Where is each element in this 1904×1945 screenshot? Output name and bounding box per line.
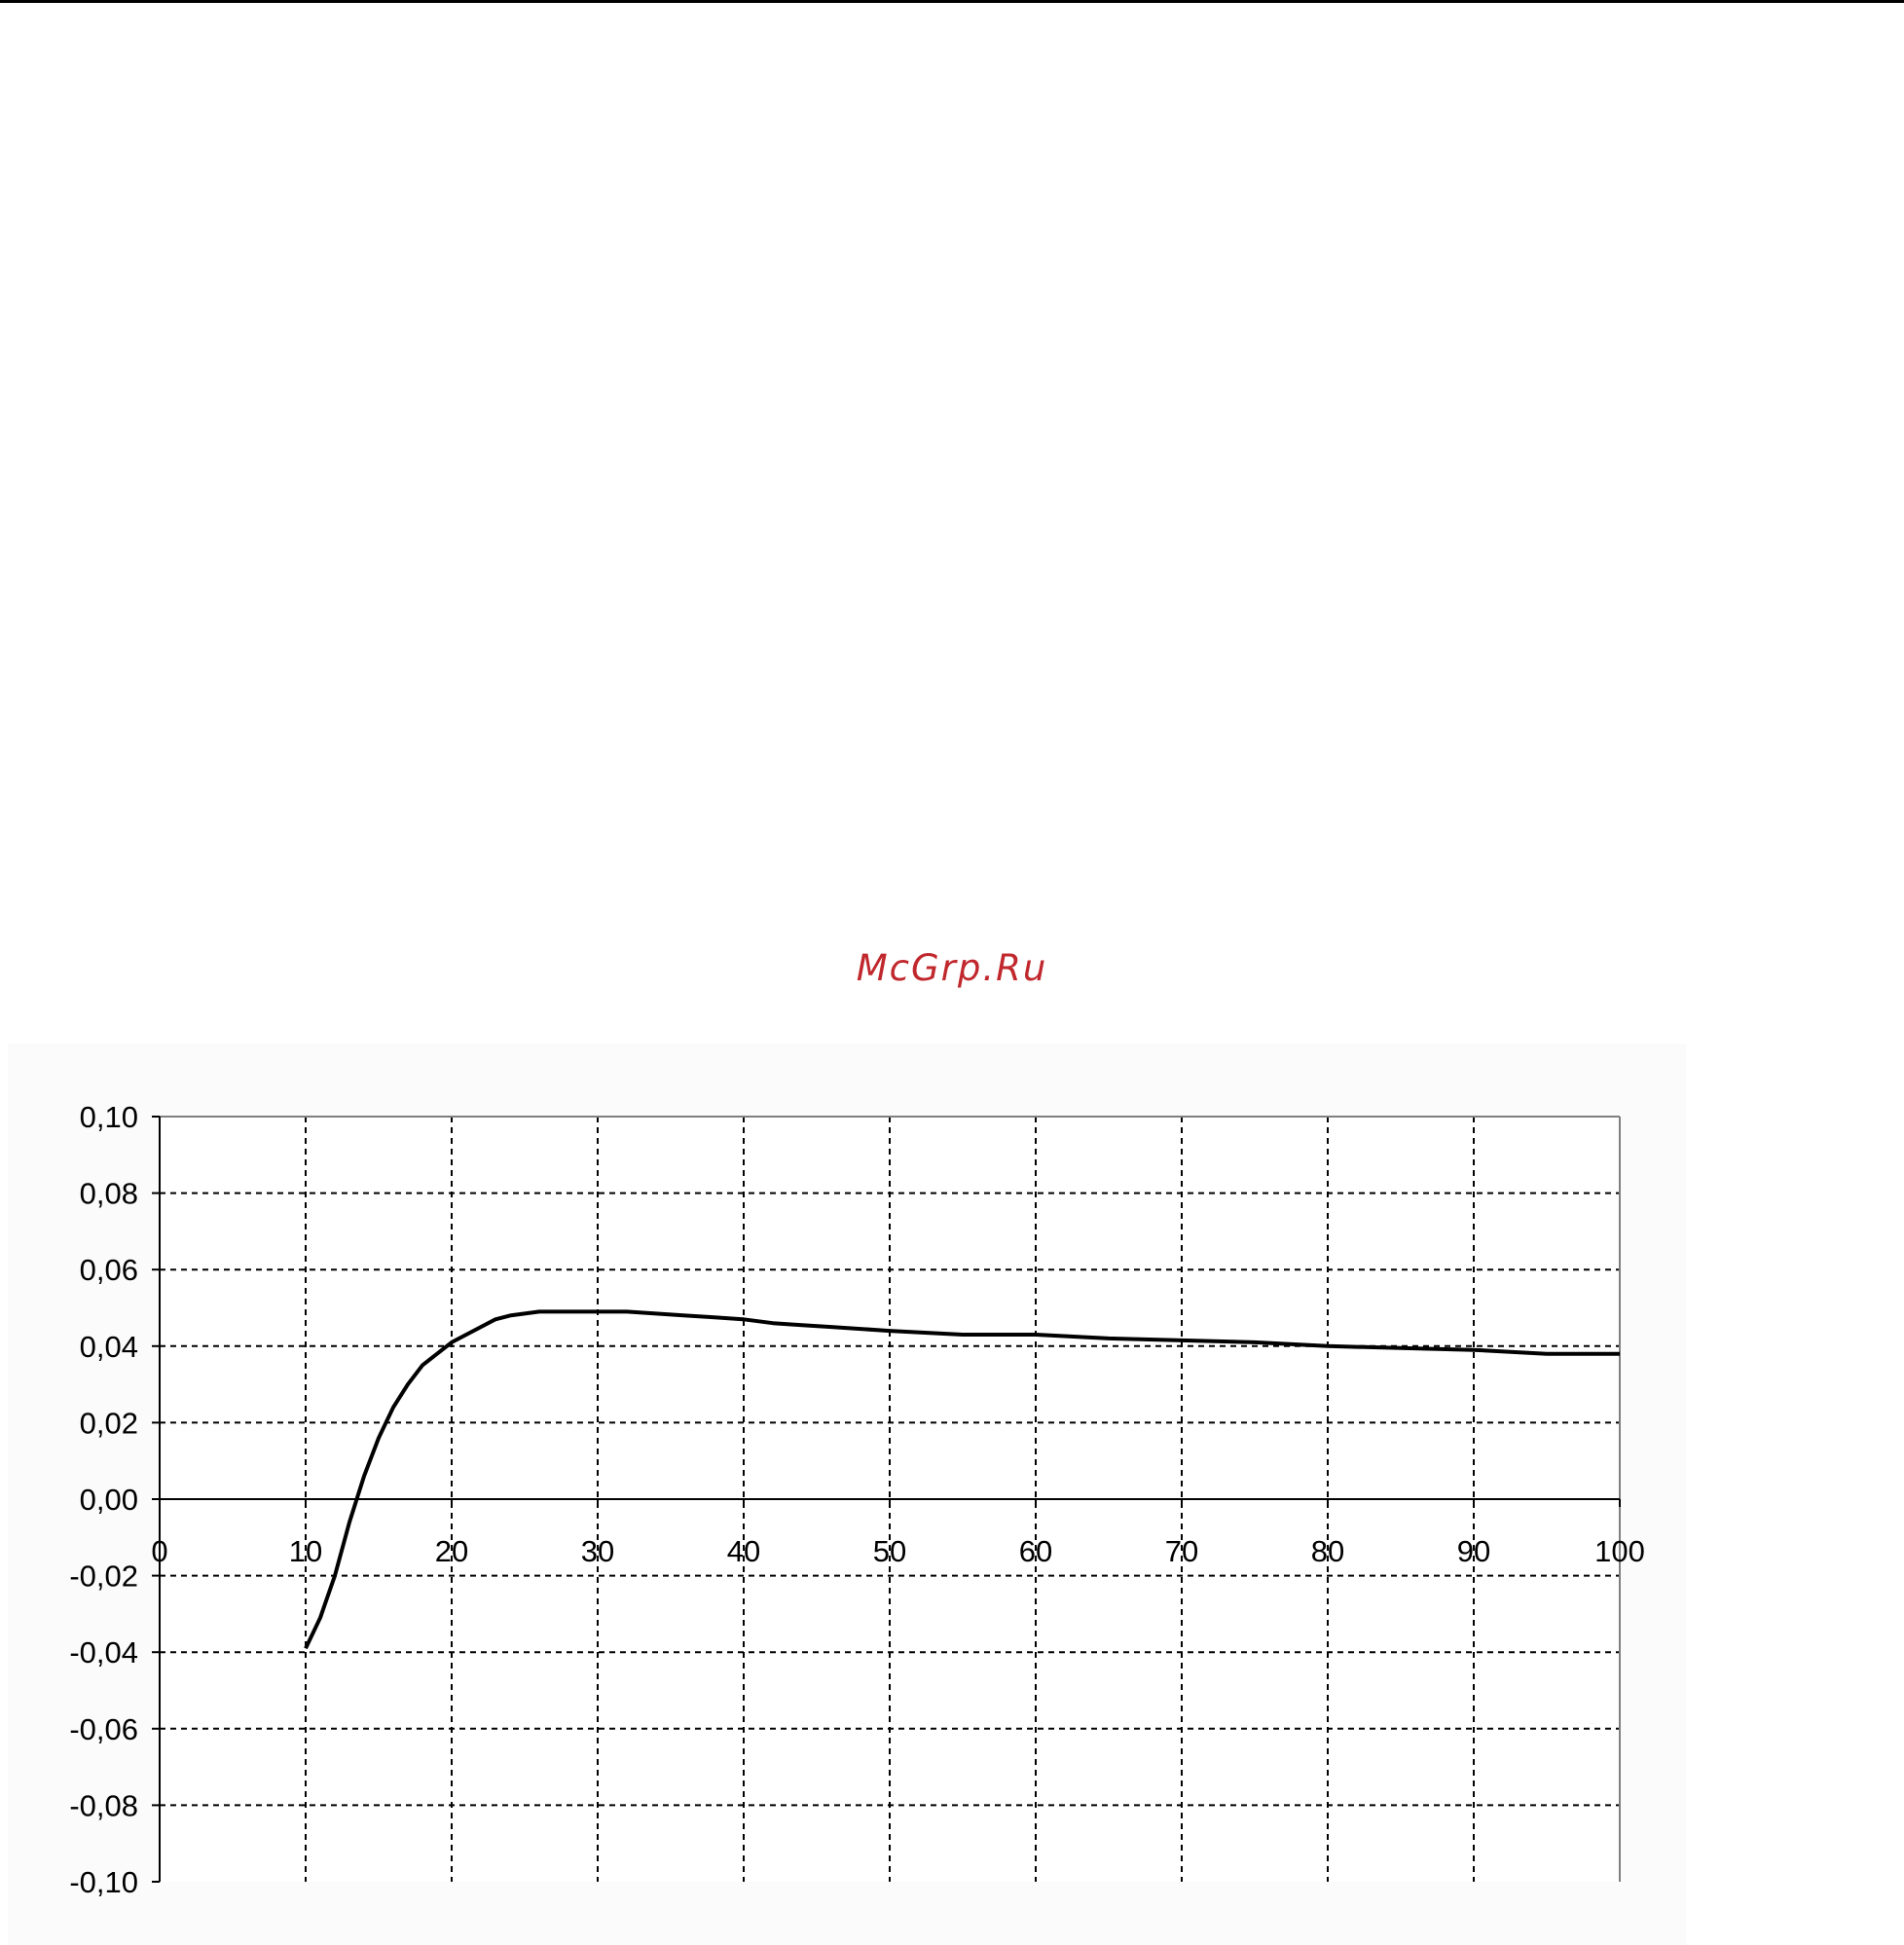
- x-tick-label: 70: [1165, 1534, 1198, 1568]
- x-tick-label: 80: [1311, 1534, 1344, 1568]
- y-tick-label: 0,04: [80, 1330, 138, 1364]
- y-tick-label: 0,00: [80, 1483, 138, 1517]
- chart-panel: 0,10 0,08 0,06 0,04 0,02 0,00 -0,02 -0,04 -0,06 -…: [8, 1044, 1686, 1945]
- y-tick-label: 0,10: [80, 1100, 138, 1134]
- x-tick-label: 40: [727, 1534, 760, 1568]
- x-tick-label: 60: [1019, 1534, 1052, 1568]
- y-tick-label: -0,06: [69, 1712, 138, 1746]
- x-tick-label: 10: [289, 1534, 322, 1568]
- y-tick-label: 0,02: [80, 1406, 138, 1440]
- x-tick-label: 20: [435, 1534, 468, 1568]
- x-tick-label: 100: [1594, 1534, 1645, 1568]
- x-tick-label: 90: [1457, 1534, 1490, 1568]
- x-tick-label: 0: [151, 1534, 167, 1568]
- y-tick-label: -0,02: [69, 1560, 138, 1594]
- y-tick-label: 0,08: [80, 1177, 138, 1211]
- x-tick-label: 30: [581, 1534, 614, 1568]
- series-line: [304, 1309, 1620, 1650]
- y-tick-label: -0,10: [69, 1865, 138, 1899]
- top-rule: [0, 0, 1904, 3]
- y-tick-label: -0,08: [69, 1788, 138, 1822]
- line-chart: 0,10 0,08 0,06 0,04 0,02 0,00 -0,02 -0,04 -0,06 -…: [69, 1100, 1645, 1899]
- watermark-text: McGrp.Ru: [856, 947, 1048, 989]
- y-tick-label: 0,06: [80, 1253, 138, 1287]
- x-tick-label: 50: [873, 1534, 906, 1568]
- y-tick-label: -0,04: [69, 1635, 138, 1670]
